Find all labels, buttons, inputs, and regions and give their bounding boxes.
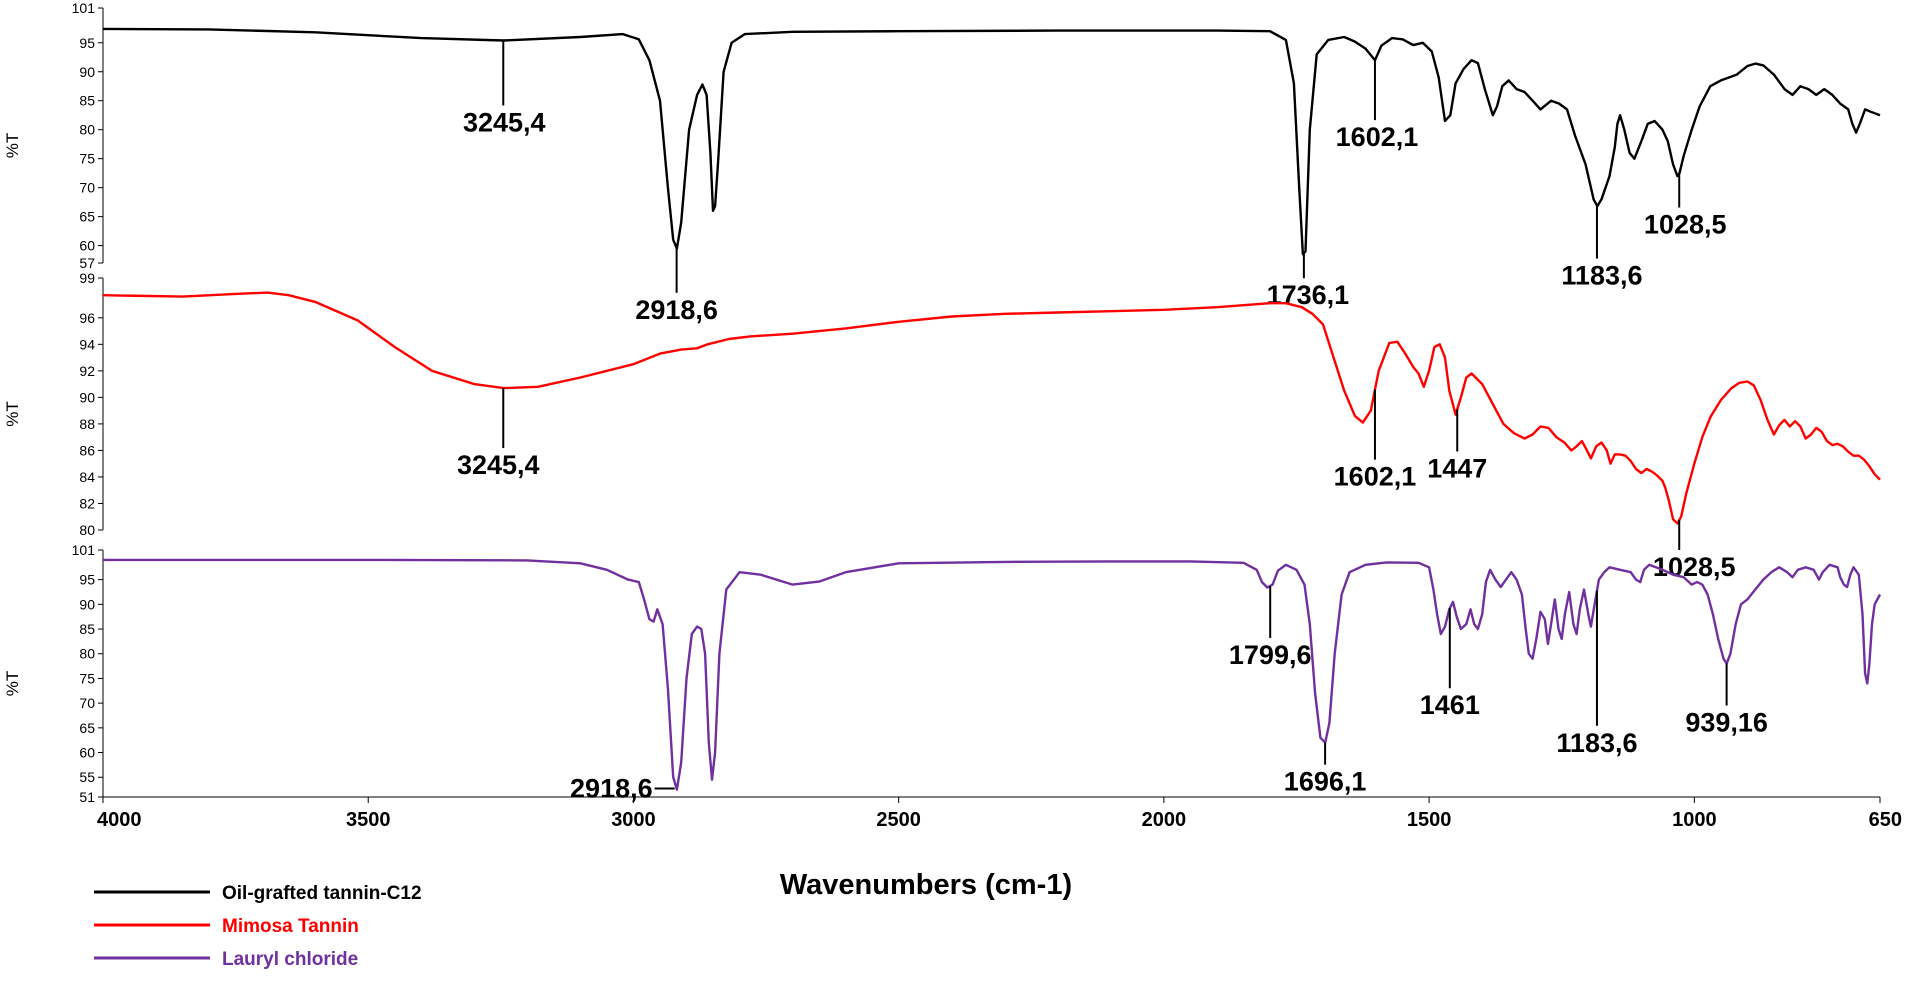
peak-annotation: 1447 <box>1427 409 1487 483</box>
y-tick-label: 101 <box>72 542 96 558</box>
y-tick-label: 88 <box>79 416 95 432</box>
peak-annotation: 3245,4 <box>457 388 540 480</box>
y-tick-label: 70 <box>79 695 95 711</box>
x-axis-title: Wavenumbers (cm-1) <box>780 869 1072 901</box>
x-tick-label: 3500 <box>346 809 391 831</box>
y-tick-label: 95 <box>79 35 95 51</box>
peak-label: 1183,6 <box>1561 261 1642 291</box>
y-tick-label: 84 <box>79 469 95 485</box>
peak-label: 1461 <box>1420 690 1480 720</box>
legend-item-oil-grafted-tannin-c12: Oil-grafted tannin-C12 <box>94 883 422 904</box>
y-tick-label: 90 <box>79 64 95 80</box>
peak-annotation: 3245,4 <box>463 40 546 137</box>
y-axis-title: %T <box>3 133 22 159</box>
peak-annotation: 1461 <box>1420 608 1480 720</box>
peak-label: 1602,1 <box>1334 462 1417 492</box>
y-tick-label: 80 <box>79 122 95 138</box>
peak-label: 1447 <box>1427 453 1487 483</box>
legend-label: Oil-grafted tannin-C12 <box>222 883 422 904</box>
peak-annotation: 1696,1 <box>1284 742 1367 797</box>
series-line-lauryl-chloride <box>103 558 1882 791</box>
peak-label: 3245,4 <box>457 450 540 480</box>
peak-annotation: 1736,1 <box>1267 253 1350 310</box>
y-tick-label: 82 <box>79 495 95 511</box>
panel-lauryl-chloride: 51 55 60 65 70 75 80 85 90 95 101 %T 2918,6 1799,6 169… <box>3 542 1882 805</box>
y-tick-label: 90 <box>79 389 95 405</box>
y-tick-label: 101 <box>72 0 96 16</box>
peak-annotation: 1602,1 <box>1336 60 1419 152</box>
peak-label: 2918,6 <box>570 774 653 804</box>
peak-annotation: 1183,6 <box>1556 590 1638 758</box>
peak-label: 939,16 <box>1685 707 1768 737</box>
y-tick-label: 90 <box>79 596 95 612</box>
peak-annotation: 1183,6 <box>1561 205 1643 291</box>
x-tick-label: 1500 <box>1407 809 1452 831</box>
peak-label: 1028,5 <box>1644 210 1727 240</box>
y-tick-label: 65 <box>79 720 95 736</box>
y-tick-label: 57 <box>79 255 95 271</box>
y-axis-title: %T <box>3 671 22 697</box>
y-tick-label: 94 <box>79 336 95 352</box>
legend-item-mimosa-tannin: Mimosa Tannin <box>94 916 359 937</box>
peak-annotation: 1799,6 <box>1229 585 1312 670</box>
peak-annotation: 1028,5 <box>1653 520 1736 582</box>
legend: Oil-grafted tannin-C12 Mimosa Tannin Laury… <box>94 883 422 970</box>
y-tick-label: 92 <box>79 363 95 379</box>
peak-label: 1696,1 <box>1284 767 1367 797</box>
y-tick-label: 51 <box>79 789 95 805</box>
peak-label: 3245,4 <box>463 107 546 137</box>
y-tick-label: 85 <box>79 621 95 637</box>
y-tick-label: 75 <box>79 151 95 167</box>
y-tick-label: 99 <box>79 270 95 286</box>
x-tick-label: 650 <box>1869 809 1902 831</box>
peak-annotation: 939,16 <box>1685 663 1768 737</box>
peak-label: 2918,6 <box>635 295 718 325</box>
x-axis: 4000 3500 3000 2500 2000 1500 1000 650 <box>97 796 1902 831</box>
peak-annotation: 1028,5 <box>1644 173 1727 240</box>
series-line-oil-grafted-tannin-c12 <box>102 27 1881 256</box>
y-tick-label: 60 <box>79 745 95 761</box>
y-tick-label: 60 <box>79 238 95 254</box>
y-tick-label: 65 <box>79 209 95 225</box>
peak-annotation: 2918,6 <box>570 774 675 804</box>
legend-item-lauryl-chloride: Lauryl chloride <box>94 949 358 970</box>
x-tick-label: 1000 <box>1672 809 1717 831</box>
y-tick-label: 80 <box>79 522 95 538</box>
series-line-mimosa-tannin <box>102 291 1881 525</box>
x-tick-label: 2000 <box>1142 809 1187 831</box>
x-tick-label: 4000 <box>97 809 142 831</box>
y-axis-title: %T <box>3 401 22 427</box>
panel-mimosa-tannin: 80 82 84 86 88 90 92 94 96 99 %T 3245,4 1602,1 1447 10… <box>3 270 1881 582</box>
x-tick-label: 3000 <box>611 809 656 831</box>
y-tick-label: 75 <box>79 670 95 686</box>
peak-label: 1736,1 <box>1267 280 1350 310</box>
peak-annotation: 2918,6 <box>635 247 718 325</box>
peak-label: 1799,6 <box>1229 640 1312 670</box>
legend-label: Lauryl chloride <box>222 949 358 970</box>
peak-label: 1028,5 <box>1653 552 1736 582</box>
x-tick-label: 2500 <box>876 809 921 831</box>
y-tick-label: 96 <box>79 310 95 326</box>
y-tick-label: 85 <box>79 93 95 109</box>
legend-label: Mimosa Tannin <box>222 916 359 937</box>
peak-annotation: 1602,1 <box>1334 389 1417 492</box>
y-tick-label: 70 <box>79 180 95 196</box>
y-tick-label: 80 <box>79 646 95 662</box>
y-tick-label: 55 <box>79 769 95 785</box>
y-tick-label: 86 <box>79 442 95 458</box>
peak-label: 1183,6 <box>1556 728 1637 758</box>
peak-label: 1602,1 <box>1336 122 1419 152</box>
y-tick-label: 95 <box>79 572 95 588</box>
